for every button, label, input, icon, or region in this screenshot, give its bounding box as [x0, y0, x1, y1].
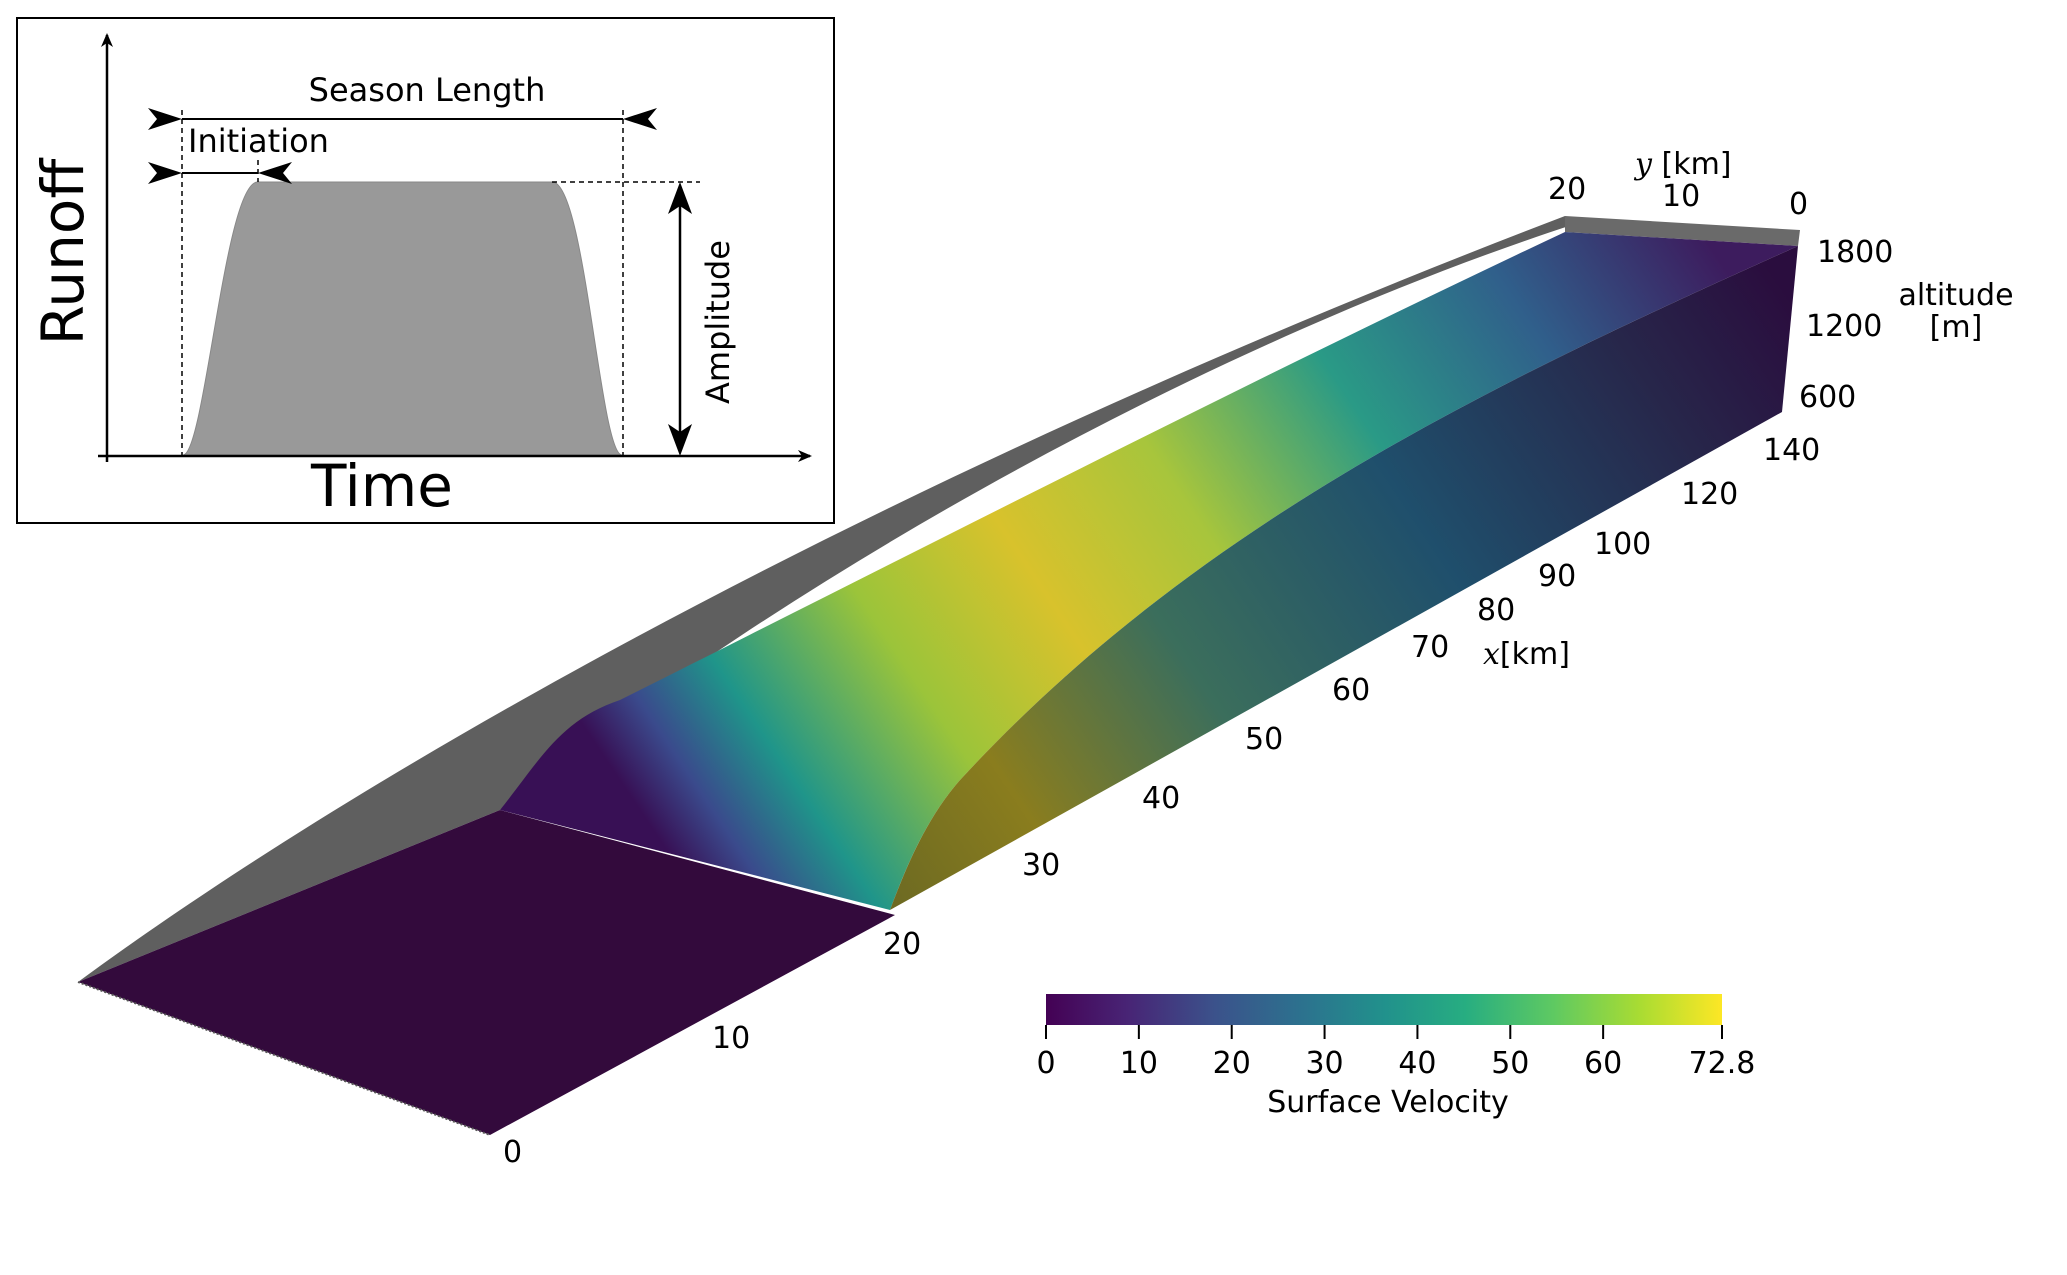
inset-ylabel: Runoff [29, 157, 97, 346]
amplitude-arrowhead-top [668, 182, 692, 214]
colorbar-tick-label: 30 [1305, 1046, 1343, 1081]
colorbar-gradient [1046, 994, 1722, 1025]
y-tick-label: 10 [1662, 179, 1700, 214]
y-tick-label: 20 [1548, 172, 1586, 207]
initiation-arrowhead-left [148, 162, 182, 184]
x-tick-label: 10 [712, 1021, 750, 1056]
x-axis-unit: [km] [1500, 637, 1570, 672]
y-axis-var: y [1633, 147, 1653, 182]
z-tick-label: 1800 [1817, 235, 1893, 270]
colorbar: 0 10 20 30 40 50 60 72.8 Surface Velocity [1036, 994, 1755, 1120]
bed-surface [78, 216, 1572, 982]
x-tick-label: 90 [1538, 559, 1576, 594]
inset-panel: Season Length Initiation Amplitude Runof… [16, 17, 835, 524]
colorbar-tick-label: 20 [1213, 1046, 1251, 1081]
x-tick-label: 60 [1332, 673, 1370, 708]
season-length-label: Season Length [309, 71, 546, 109]
z-tick-label: 1200 [1806, 309, 1882, 344]
x-tick-label: 40 [1142, 781, 1180, 816]
amplitude-arrowhead-bottom [668, 424, 692, 456]
x-axis-var: x [1483, 637, 1500, 672]
x-tick-label: 70 [1411, 630, 1449, 665]
x-tick-label: 20 [883, 927, 921, 962]
far-end-strip [1565, 216, 1800, 246]
amplitude-label: Amplitude [699, 240, 737, 404]
season-arrowhead-left [148, 108, 182, 130]
x-tick-label: 50 [1245, 722, 1283, 757]
colorbar-tick-label: 40 [1398, 1046, 1436, 1081]
front-apron [78, 810, 895, 1135]
colorbar-tick-label: 10 [1120, 1046, 1158, 1081]
x-tick-label: 0 [503, 1135, 522, 1170]
colorbar-tick-label: 50 [1491, 1046, 1529, 1081]
initiation-label: Initiation [188, 122, 329, 160]
y-axis-label: y [km] [1633, 147, 1732, 182]
z-axis-label-line1: altitude [1898, 278, 2013, 313]
z-axis-label-line2: [m] [1930, 310, 1983, 345]
colorbar-tick-label: 72.8 [1689, 1046, 1756, 1081]
colorbar-tick-label: 0 [1036, 1046, 1055, 1081]
z-tick-label: 600 [1799, 380, 1856, 415]
x-tick-label: 140 [1763, 433, 1820, 468]
x-tick-label: 100 [1594, 527, 1651, 562]
colorbar-tick-label: 60 [1584, 1046, 1622, 1081]
x-axis-ticks: 0 10 20 30 40 50 60 70 80 90 100 120 140… [503, 433, 1820, 1170]
glacier-model [77, 216, 1800, 1136]
initiation-arrowhead-right [258, 162, 292, 184]
season-arrowhead-right [623, 108, 657, 130]
x-tick-label: 120 [1681, 477, 1738, 512]
ice-side-wall [890, 246, 1798, 910]
ice-surface [500, 232, 1798, 910]
y-axis-ticks: y [km] 20 10 0 [1548, 147, 1808, 222]
x-tick-label: 30 [1022, 848, 1060, 883]
colorbar-ticks: 0 10 20 30 40 50 60 72.8 [1036, 1025, 1755, 1081]
inset-xlabel: Time [310, 452, 453, 520]
x-axis-label: x[km] [1483, 637, 1570, 672]
y-axis-unit: [km] [1652, 147, 1732, 182]
z-axis-ticks: 1800 1200 600 altitude [m] [1799, 235, 2014, 415]
front-edge [77, 981, 491, 1136]
x-tick-label: 80 [1477, 593, 1515, 628]
runoff-curve [182, 181, 623, 456]
colorbar-label: Surface Velocity [1267, 1085, 1509, 1120]
y-tick-label: 0 [1789, 187, 1808, 222]
